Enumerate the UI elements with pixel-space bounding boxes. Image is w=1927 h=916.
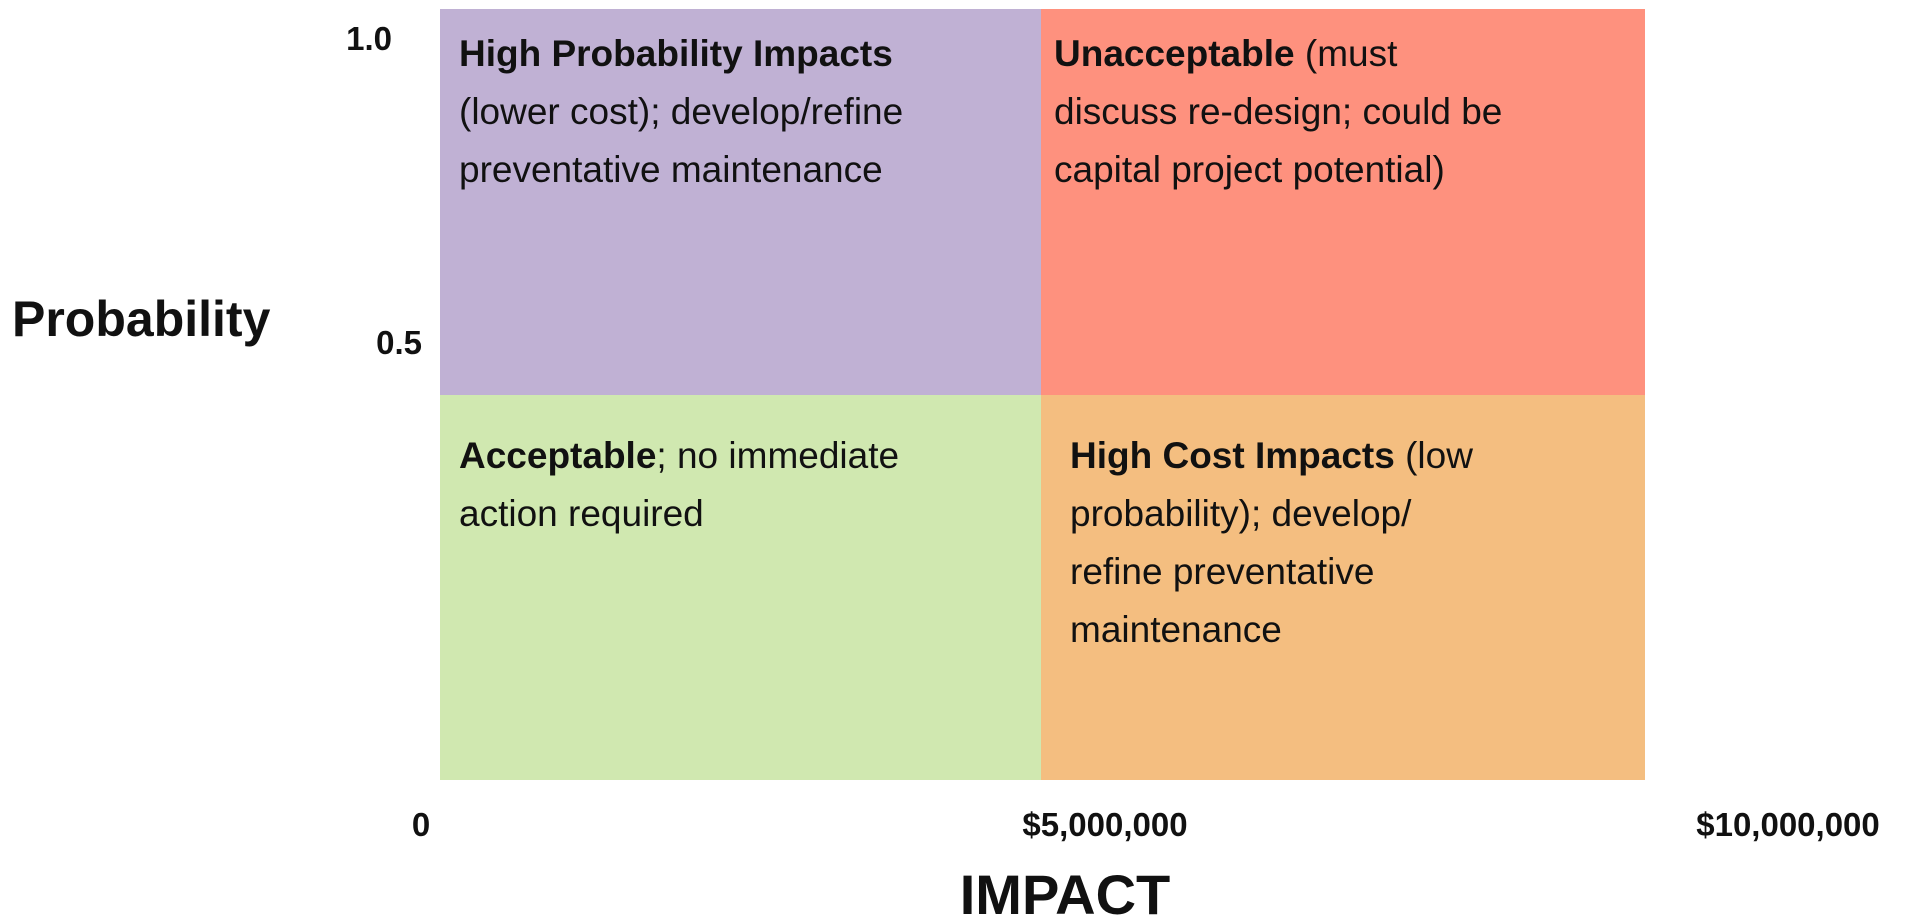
text-run: maintenance [1070, 609, 1282, 650]
quadrant-text: High Cost Impacts (low probability); deve… [1070, 435, 1473, 650]
text-run: (lower cost); develop/refine [459, 91, 903, 132]
text-run: capital project potential) [1054, 149, 1445, 190]
text-run: probability); develop/ [1070, 493, 1412, 534]
text-run: discuss re-design; could be [1054, 91, 1502, 132]
text-run: refine preventative [1070, 551, 1374, 592]
text-run: Acceptable [459, 435, 656, 476]
quadrant [1041, 395, 1645, 780]
y-axis-label: Probability [12, 291, 271, 347]
quadrant-text: High Probability Impacts (lower cost); de… [459, 33, 903, 190]
y-tick-label: 0.5 [376, 324, 422, 361]
text-run: (low [1395, 435, 1473, 476]
text-run: Unacceptable [1054, 33, 1295, 74]
x-tick-label: $10,000,000 [1696, 806, 1880, 843]
quadrant-text: Unacceptable (must discuss re-design; cou… [1054, 33, 1502, 190]
quadrant-text: Acceptable; no immediate action required [459, 435, 899, 534]
quadrant [440, 9, 1041, 395]
x-axis-label: IMPACT [960, 863, 1171, 916]
y-tick-label: 1.0 [346, 20, 392, 57]
text-run: action required [459, 493, 704, 534]
text-run: High Cost Impacts [1070, 435, 1395, 476]
text-run: High Probability Impacts [459, 33, 893, 74]
quadrant [1041, 9, 1645, 395]
x-tick-label: 0 [412, 806, 430, 843]
text-run: ; no immediate [656, 435, 899, 476]
text-run: preventative maintenance [459, 149, 883, 190]
x-tick-label: $5,000,000 [1022, 806, 1187, 843]
quadrant [440, 395, 1041, 780]
text-run: (must [1295, 33, 1399, 74]
